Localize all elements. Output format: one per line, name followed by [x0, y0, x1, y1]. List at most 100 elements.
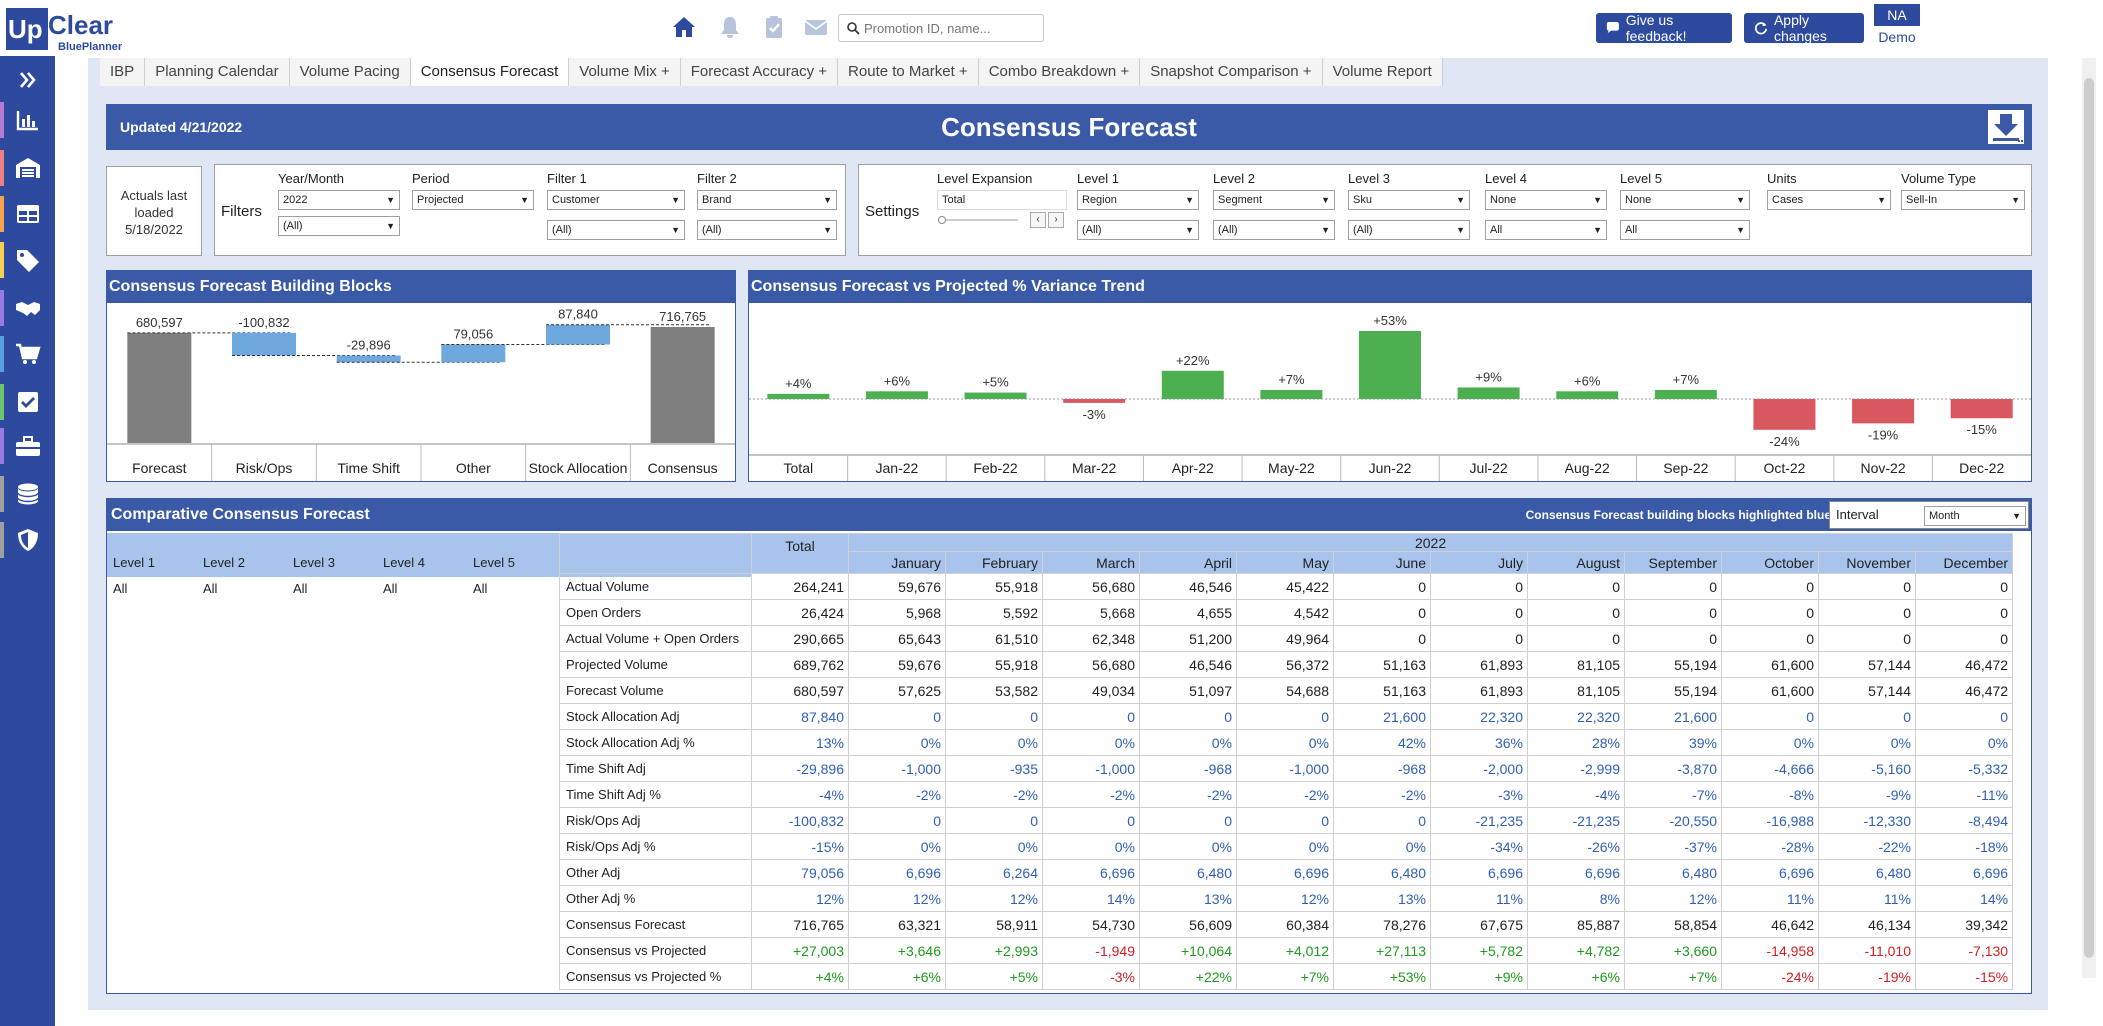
sidebar-accent-stripe — [0, 196, 4, 232]
level-value[interactable]: All — [473, 581, 488, 596]
promotion-search[interactable] — [838, 14, 1044, 42]
building-block-bar[interactable] — [441, 344, 506, 363]
level5-select[interactable]: None ▼ — [1620, 190, 1750, 210]
year-month-sub-select[interactable]: (All) ▼ — [278, 216, 400, 236]
sidebar-item-handshake[interactable] — [0, 286, 55, 330]
feedback-button[interactable]: Give us feedback! — [1596, 12, 1732, 44]
tab-planning-calendar[interactable]: Planning Calendar — [145, 58, 290, 86]
home-icon[interactable] — [670, 14, 698, 40]
building-block-bar[interactable] — [232, 332, 296, 356]
table-cell: -5,332 — [1914, 755, 2014, 782]
table-cell: -26% — [1527, 833, 1625, 860]
variance-bar[interactable] — [1260, 390, 1323, 399]
sidebar-item-bar-chart[interactable] — [0, 98, 55, 142]
filter2-select[interactable]: Brand ▼ — [697, 190, 837, 210]
tab-route-to-market[interactable]: Route to Market + — [838, 58, 979, 86]
download-icon[interactable] — [1986, 108, 2026, 146]
volume-type-select[interactable]: Sell-In ▼ — [1901, 190, 2025, 210]
variance-bar[interactable] — [1753, 399, 1816, 430]
variance-bar[interactable] — [1556, 391, 1619, 399]
mail-icon[interactable] — [802, 14, 830, 40]
period-select[interactable]: Projected ▼ — [412, 190, 534, 210]
level2-sub-select[interactable]: (All) ▼ — [1213, 220, 1335, 240]
sidebar-item-expand[interactable] — [0, 58, 55, 102]
building-block-bar[interactable] — [546, 324, 610, 345]
filter1-select[interactable]: Customer ▼ — [547, 190, 685, 210]
tab-volume-mix[interactable]: Volume Mix + — [569, 58, 681, 86]
filter2-sub-select[interactable]: (All) ▼ — [697, 220, 837, 240]
level3-sub-select[interactable]: (All) ▼ — [1348, 220, 1470, 240]
tab-volume-pacing[interactable]: Volume Pacing — [289, 58, 411, 86]
table-cell: 0 — [1818, 599, 1916, 626]
sidebar-item-toolbox[interactable] — [0, 424, 55, 468]
year-month-select[interactable]: 2022 ▼ — [278, 190, 400, 210]
table-cell: 12% — [945, 885, 1043, 912]
total-column-header: Total — [751, 533, 849, 574]
units-select[interactable]: Cases ▼ — [1767, 190, 1891, 210]
variance-bar[interactable] — [1852, 399, 1915, 424]
sidebar-item-table[interactable] — [0, 192, 55, 236]
variance-bar[interactable] — [1161, 370, 1224, 399]
table-cell: 58,854 — [1624, 911, 1722, 938]
table-cell: 57,144 — [1818, 651, 1916, 678]
variance-bar[interactable] — [767, 393, 830, 399]
tab-combo-breakdown[interactable]: Combo Breakdown + — [978, 58, 1141, 86]
apply-changes-button[interactable]: Apply changes — [1744, 12, 1864, 44]
page-scrollbar[interactable] — [2082, 58, 2096, 978]
bar-data-label: +5% — [982, 375, 1009, 390]
building-block-bar[interactable] — [650, 327, 715, 443]
level3-select[interactable]: Sku ▼ — [1348, 190, 1470, 210]
level-value[interactable]: All — [383, 581, 398, 596]
sidebar-item-checkbox[interactable] — [0, 380, 55, 424]
variance-bar[interactable] — [1063, 399, 1126, 403]
level-expansion-value[interactable]: Total — [937, 190, 1067, 210]
sidebar-item-tag[interactable] — [0, 238, 55, 282]
filter1-sub-select[interactable]: (All) ▼ — [547, 220, 685, 240]
level4-select[interactable]: None ▼ — [1485, 190, 1607, 210]
level-prev-button[interactable]: ‹ — [1030, 212, 1046, 228]
level-value[interactable]: All — [293, 581, 308, 596]
building-block-bar[interactable] — [127, 332, 192, 443]
table-cell: +5,782 — [1430, 937, 1528, 964]
variance-bar[interactable] — [865, 391, 928, 399]
table-cell: -2% — [848, 781, 946, 808]
tab-ibp[interactable]: IBP — [100, 58, 146, 86]
tab-forecast-accuracy[interactable]: Forecast Accuracy + — [680, 58, 839, 86]
level1-select[interactable]: Region ▼ — [1077, 190, 1199, 210]
variance-bar[interactable] — [1359, 331, 1421, 399]
tab-volume-report[interactable]: Volume Report — [1322, 58, 1443, 86]
user-menu[interactable]: NA Demo — [1874, 4, 1920, 45]
level-next-button[interactable]: › — [1048, 212, 1064, 228]
interval-select[interactable]: Month ▼ — [1924, 506, 2026, 526]
label-header-cell — [559, 533, 752, 574]
bell-icon[interactable] — [716, 14, 744, 40]
clipboard-check-icon[interactable] — [760, 14, 788, 40]
sidebar-item-cart[interactable] — [0, 332, 55, 376]
tab-consensus-forecast[interactable]: Consensus Forecast — [410, 58, 570, 86]
search-input[interactable] — [864, 20, 1034, 36]
table-cell: 0 — [1333, 573, 1431, 600]
variance-bar[interactable] — [1457, 387, 1520, 399]
variance-bar[interactable] — [1950, 399, 2013, 419]
table-cell: 36% — [1430, 729, 1528, 756]
sidebar-item-database[interactable] — [0, 472, 55, 516]
level-value[interactable]: All — [113, 581, 128, 596]
upclear-logo[interactable]: Up Clear BluePlanner — [6, 8, 122, 53]
level4-sub-select[interactable]: All ▼ — [1485, 220, 1607, 240]
variance-bar[interactable] — [964, 392, 1027, 399]
level-expansion-slider[interactable] — [938, 216, 1018, 224]
scrollbar-thumb[interactable] — [2084, 78, 2094, 958]
tab-snapshot-comparison[interactable]: Snapshot Comparison + — [1140, 58, 1323, 86]
table-cell: +22% — [1139, 963, 1237, 990]
building-block-bar[interactable] — [336, 355, 401, 363]
level1-sub-select[interactable]: (All) ▼ — [1077, 220, 1199, 240]
level2-select[interactable]: Segment ▼ — [1213, 190, 1335, 210]
slider-knob[interactable] — [938, 216, 946, 224]
level5-sub-select[interactable]: All ▼ — [1620, 220, 1750, 240]
variance-bar[interactable] — [1654, 390, 1717, 399]
table-cell: 6,480 — [1624, 859, 1722, 886]
chevron-down-icon: ▼ — [1185, 225, 1194, 235]
level-value[interactable]: All — [203, 581, 218, 596]
sidebar-item-shield[interactable] — [0, 518, 55, 562]
sidebar-item-warehouse[interactable] — [0, 146, 55, 190]
